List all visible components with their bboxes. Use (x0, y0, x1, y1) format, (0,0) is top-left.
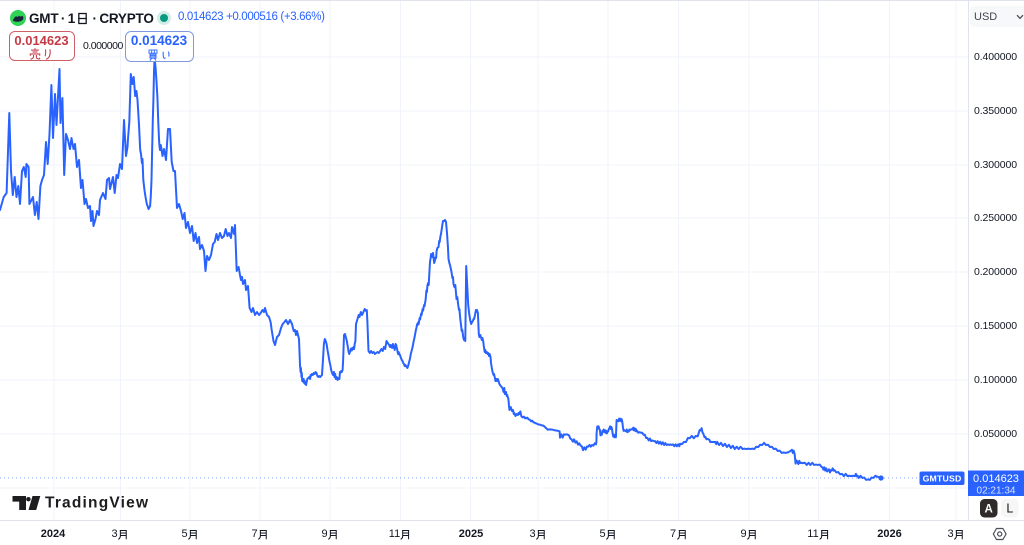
svg-text:02:21:34: 02:21:34 (977, 486, 1016, 497)
svg-text:0.014623: 0.014623 (973, 473, 1019, 485)
svg-text:A: A (985, 504, 993, 516)
svg-text:GMTUSD: GMTUSD (923, 474, 962, 484)
svg-text:TradingView: TradingView (45, 495, 149, 512)
svg-text:L: L (1006, 502, 1013, 516)
